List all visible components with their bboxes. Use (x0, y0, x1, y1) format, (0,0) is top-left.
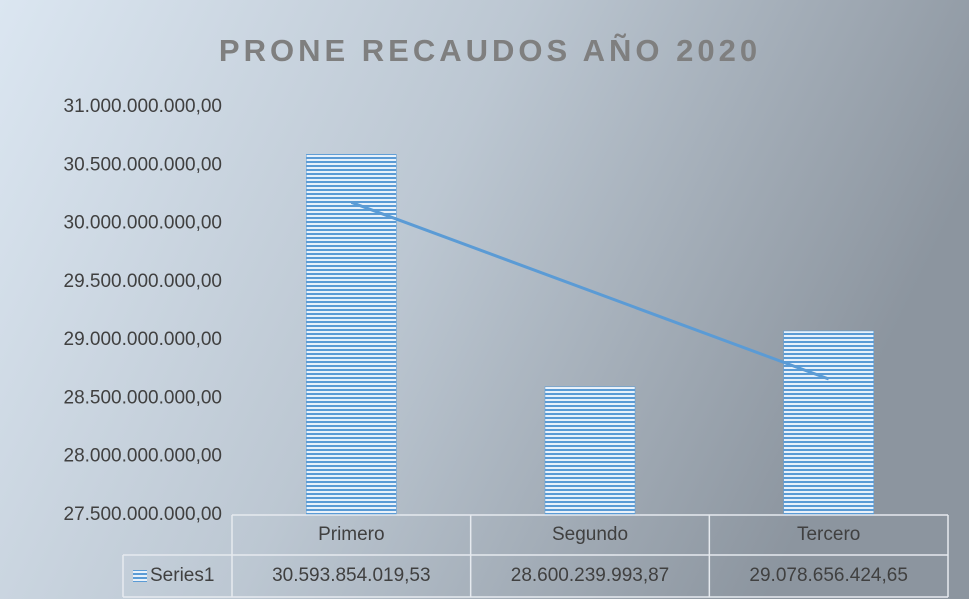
y-tick-label: 29.500.000.000,00 (64, 271, 223, 292)
legend-swatch (133, 570, 147, 582)
x-tick-label: Segundo (552, 524, 628, 545)
y-tick-label: 28.500.000.000,00 (64, 387, 223, 408)
y-tick-label: 30.500.000.000,00 (64, 154, 223, 175)
bar (783, 330, 874, 516)
chart-title: PRONE RECAUDOS AÑO 2020 (219, 33, 761, 68)
bar (544, 386, 636, 516)
legend-label: Series1 (150, 565, 214, 586)
x-tick-label: Primero (318, 524, 385, 545)
x-tick-label: Tercero (797, 524, 860, 545)
y-tick-label: 28.000.000.000,00 (64, 446, 223, 467)
value-label: 30.593.854.019,53 (272, 565, 431, 586)
bar (306, 154, 397, 516)
value-label: 28.600.239.993,87 (511, 565, 670, 586)
y-tick-label: 30.000.000.000,00 (64, 213, 223, 234)
y-tick-label: 29.000.000.000,00 (64, 329, 223, 350)
y-tick-label: 27.500.000.000,00 (64, 504, 223, 525)
y-tick-label: 31.000.000.000,00 (64, 96, 223, 117)
trendline (350, 200, 830, 381)
value-label: 29.078.656.424,65 (749, 565, 908, 586)
